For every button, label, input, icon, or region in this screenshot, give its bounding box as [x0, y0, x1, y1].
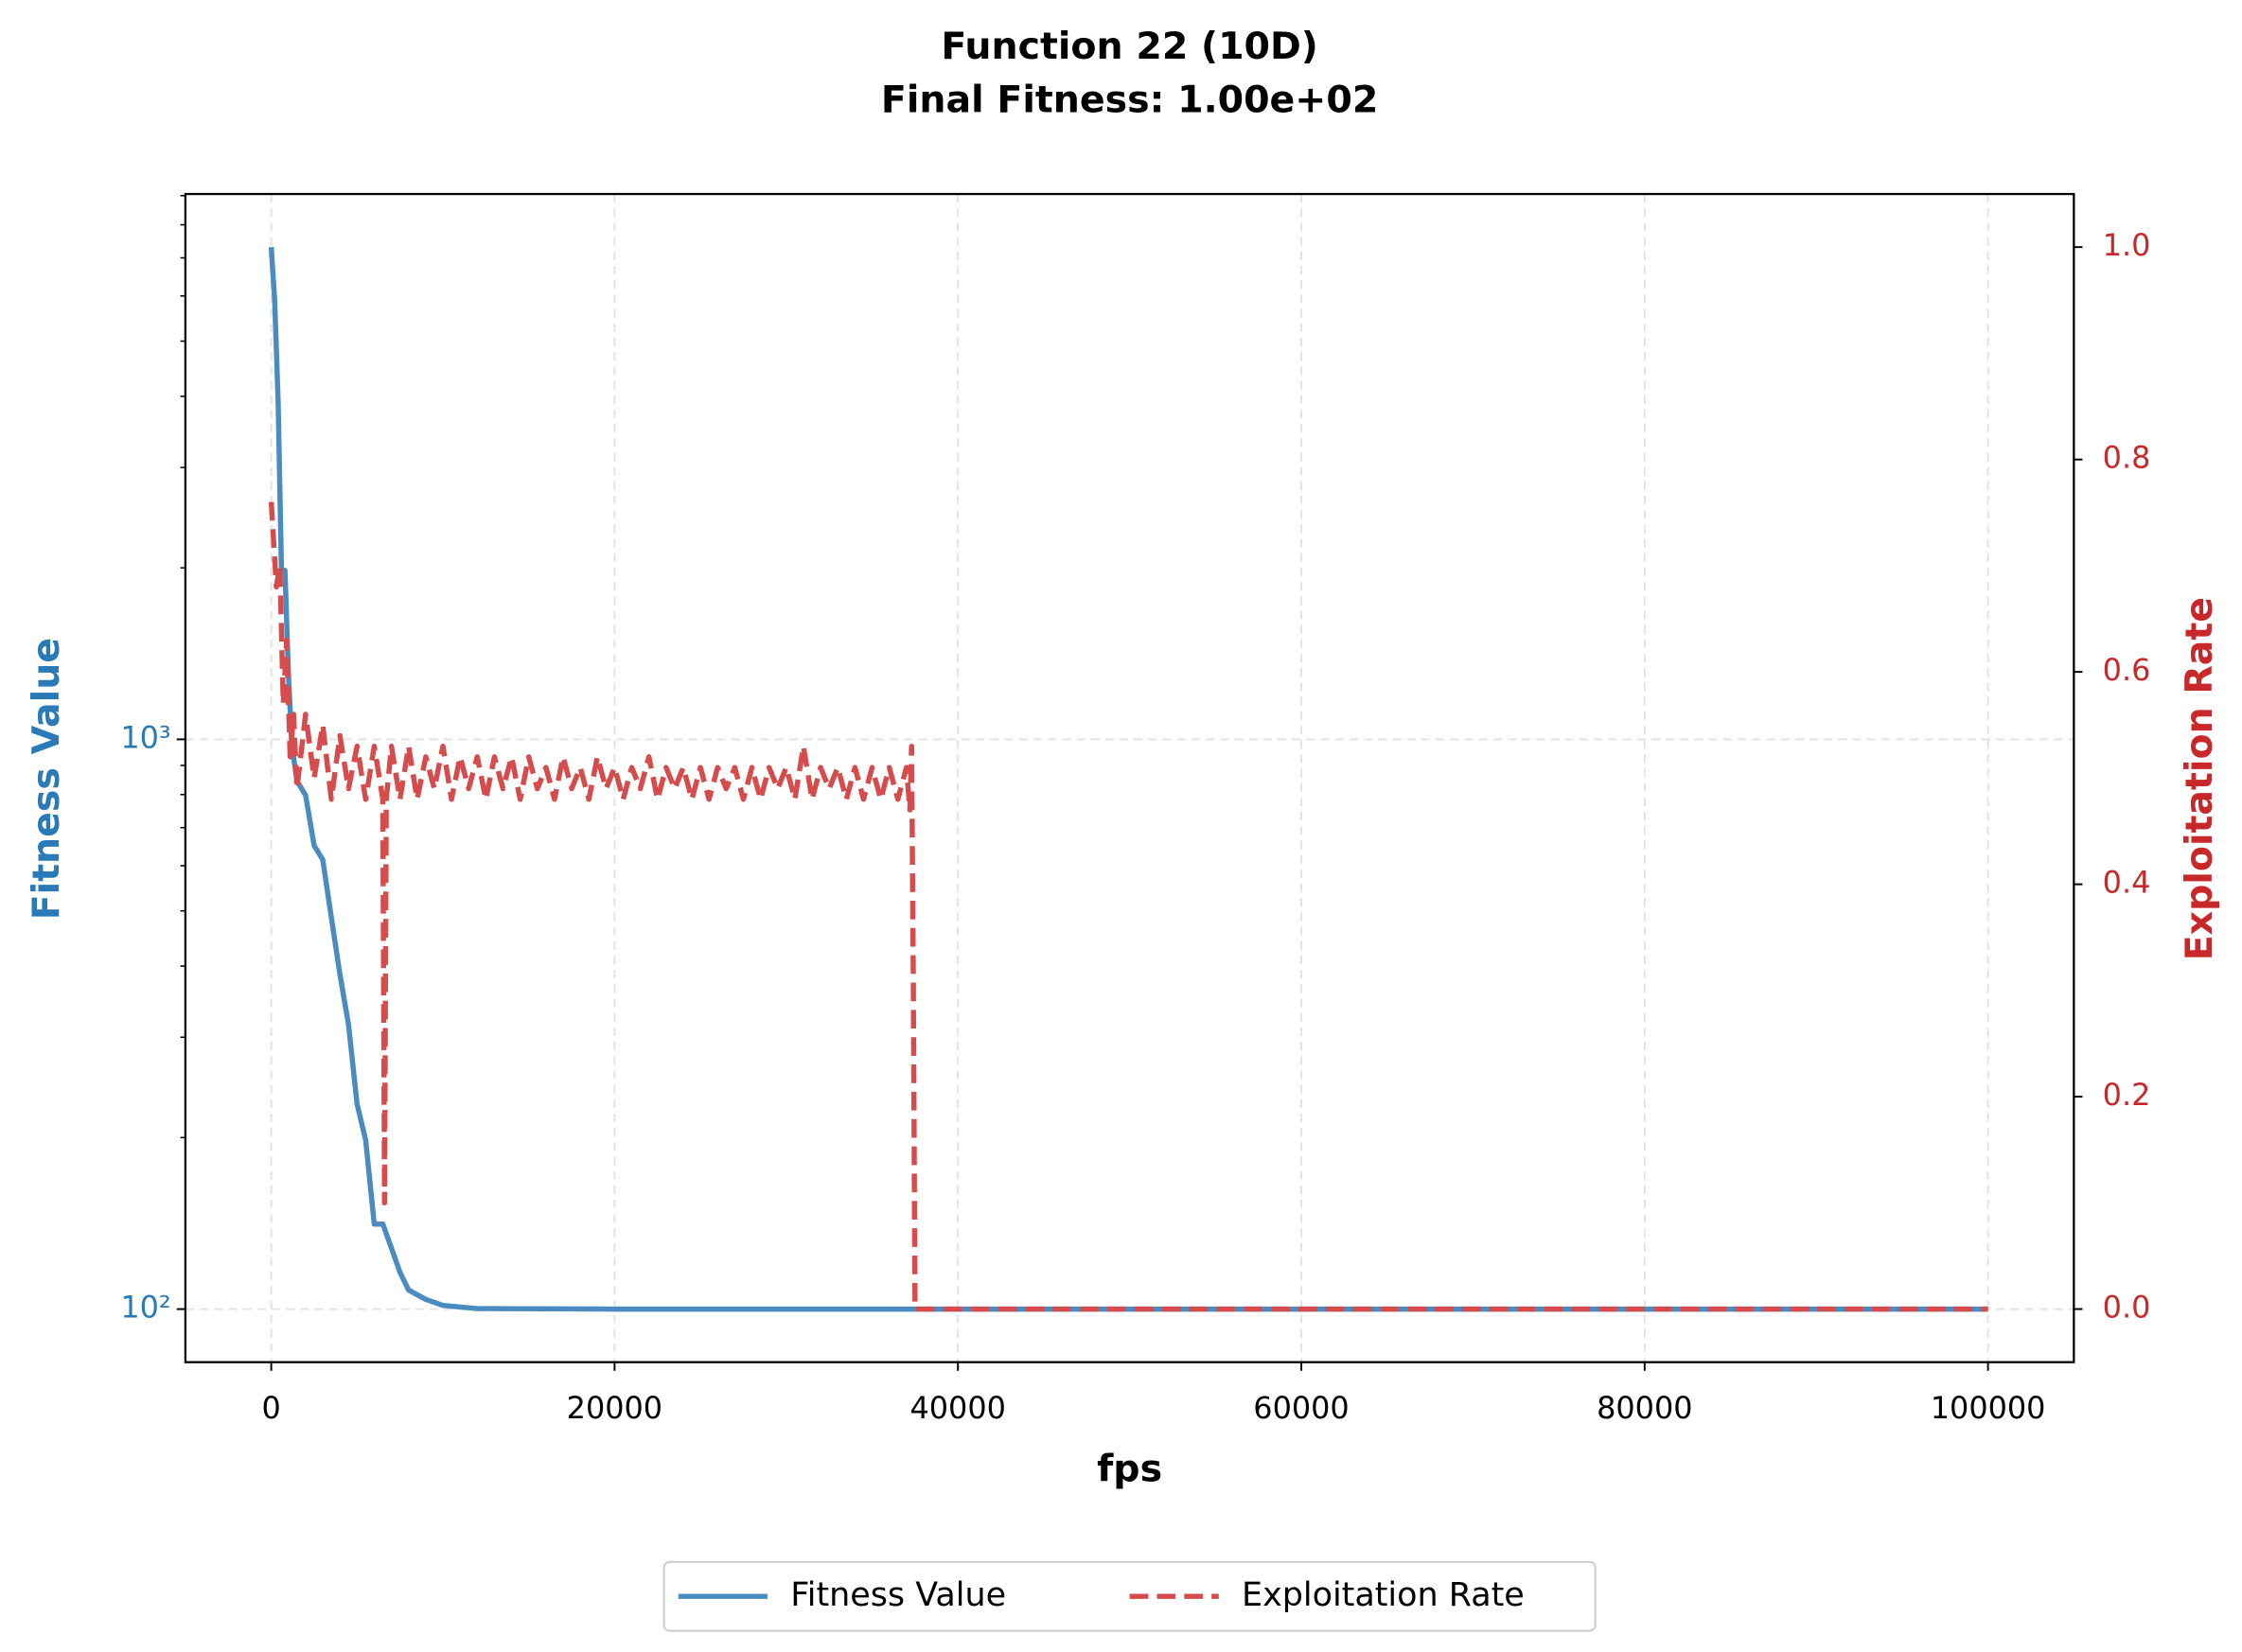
- x-tick-label: 0: [261, 1390, 280, 1426]
- x-tick-label: 100000: [1931, 1390, 2046, 1426]
- y2-tick-label: 0.2: [2103, 1077, 2151, 1113]
- y2-tick-label: 0.8: [2103, 440, 2151, 476]
- y2-tick-label: 1.0: [2103, 227, 2151, 263]
- legend-label: Exploitation Rate: [1242, 1576, 1525, 1614]
- y-tick-label: 10³: [120, 719, 170, 755]
- y2-tick-label: 0.6: [2103, 652, 2151, 688]
- x-tick-label: 80000: [1597, 1390, 1692, 1426]
- legend-label: Fitness Value: [790, 1576, 1006, 1614]
- y2-axis-label: Exploitation Rate: [2178, 597, 2221, 960]
- x-axis-label: fps: [1097, 1448, 1162, 1491]
- chart-title: Function 22 (10D): [941, 25, 1317, 68]
- line-series: [268, 246, 1988, 1312]
- y2-tick-label: 0.0: [2103, 1290, 2151, 1326]
- x-tick-label: 60000: [1253, 1390, 1349, 1426]
- x-tick-label: 40000: [910, 1390, 1006, 1426]
- plot-frame: [184, 192, 2075, 1363]
- y-axis-label: Fitness Value: [25, 638, 68, 920]
- x-tick-label: 20000: [567, 1390, 662, 1426]
- y-tick-label: 10²: [120, 1290, 170, 1326]
- chart-subtitle: Final Fitness: 1.00e+02: [881, 78, 1378, 121]
- y2-tick-label: 0.4: [2103, 865, 2151, 901]
- line-series: [268, 501, 1988, 1312]
